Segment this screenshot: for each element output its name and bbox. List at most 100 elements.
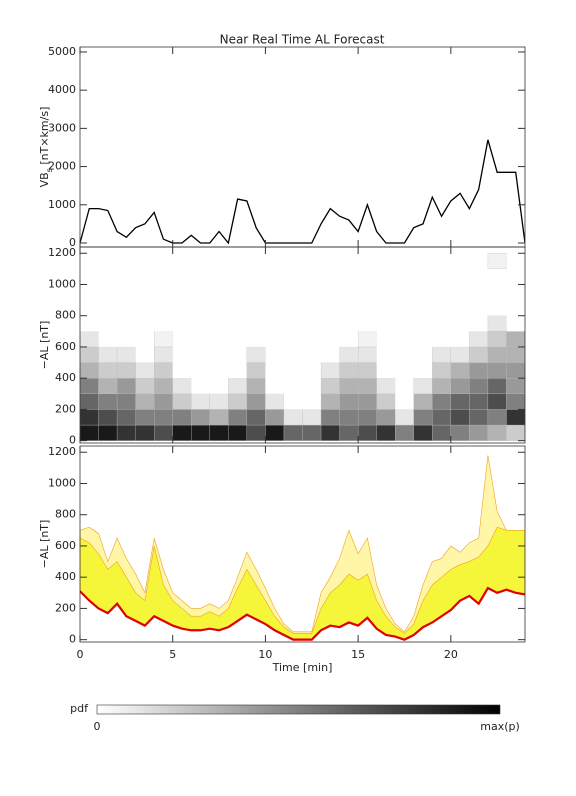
heat-cell <box>172 300 192 316</box>
heat-cell <box>228 300 247 316</box>
heat-cell <box>339 378 359 394</box>
heat-cell <box>376 346 396 363</box>
y-tick-label: 5000 <box>48 45 76 58</box>
heat-cell <box>246 331 266 347</box>
heat-cell <box>357 362 377 379</box>
colorbar-max: max(p) <box>480 720 520 733</box>
heat-cell <box>358 253 377 269</box>
heat-cell <box>228 346 247 363</box>
heat-cell <box>172 268 192 285</box>
heat-cell <box>246 409 266 426</box>
axes-frame <box>79 46 526 248</box>
heat-cell <box>376 315 396 332</box>
heat-cell <box>98 346 118 363</box>
heat-cell <box>376 393 396 410</box>
heat-cell <box>154 409 173 426</box>
median-line <box>80 586 525 641</box>
heat-cell <box>469 315 488 332</box>
y-tick-label: 1000 <box>48 476 76 489</box>
y-tick-label: 3000 <box>48 121 76 134</box>
heat-cell <box>117 331 136 347</box>
heat-cell <box>413 393 433 410</box>
heat-cell <box>154 362 173 379</box>
heat-cell <box>395 409 414 426</box>
heat-cell <box>376 284 396 301</box>
heat-cell <box>117 253 136 269</box>
heat-cell <box>376 300 396 316</box>
heat-cell <box>339 300 359 316</box>
heat-cell <box>413 300 433 316</box>
heat-cell <box>358 300 377 316</box>
heat-cell <box>135 284 155 301</box>
heat-cell <box>98 315 118 332</box>
heat-cell <box>246 378 266 394</box>
heat-cell <box>98 300 118 316</box>
heat-cell <box>302 253 322 269</box>
heat-cell <box>395 378 414 394</box>
heat-cell <box>116 362 136 379</box>
heat-cell <box>80 393 99 410</box>
heat-cell <box>154 331 173 348</box>
heat-cell <box>487 315 507 332</box>
heat-cell <box>413 346 433 363</box>
heat-cell <box>450 378 470 394</box>
heat-cell <box>209 315 229 332</box>
heat-cell <box>283 300 303 316</box>
heat-cell <box>135 268 155 285</box>
heat-cell <box>450 362 470 379</box>
heat-cell <box>135 346 155 363</box>
heat-cell <box>506 315 525 332</box>
heat-cell <box>172 331 192 347</box>
colorbar-label: pdf <box>70 702 89 715</box>
heat-cell <box>135 315 155 332</box>
heat-cell <box>432 409 451 426</box>
y-tick-label: 4000 <box>48 83 76 96</box>
heat-cell <box>98 393 118 410</box>
heat-cell <box>98 331 118 347</box>
heat-cell <box>246 284 266 301</box>
heat-cell <box>135 300 155 316</box>
y-axis-label: VBs [nT×km/s] <box>38 107 54 188</box>
y-tick-label: 800 <box>55 309 76 322</box>
heat-cell <box>339 315 359 332</box>
heat-cell <box>395 268 414 285</box>
heat-cell <box>413 268 433 285</box>
heat-cell <box>246 393 266 410</box>
y-tick-label: 600 <box>55 340 76 353</box>
heat-cell <box>172 362 192 379</box>
heat-cell <box>302 424 322 441</box>
heat-cell <box>487 253 507 270</box>
heat-cell <box>172 346 192 363</box>
heat-cell <box>265 284 284 301</box>
x-tick-label: 5 <box>169 648 176 661</box>
heat-cell <box>191 331 210 347</box>
heat-cell <box>191 362 210 379</box>
heat-cell <box>357 424 377 441</box>
heat-cell <box>135 409 155 426</box>
heat-cell <box>376 253 396 269</box>
label-part: [nT×km/s] <box>38 107 51 169</box>
heat-cell <box>487 424 507 441</box>
heat-cell <box>228 378 248 394</box>
heat-cell <box>209 253 229 269</box>
heat-cell <box>469 393 489 410</box>
heat-cell <box>320 362 340 379</box>
heat-cell <box>191 346 210 363</box>
heat-cell <box>246 362 266 379</box>
heat-cell <box>469 378 489 394</box>
heat-cell <box>116 393 136 410</box>
axes-frame <box>79 445 526 643</box>
heat-cell <box>80 284 99 301</box>
heat-cell <box>209 331 229 347</box>
heat-cell <box>265 362 284 379</box>
heat-cell <box>302 268 322 285</box>
heat-cell <box>80 378 99 394</box>
heat-cell <box>209 409 229 426</box>
heat-cell <box>506 378 525 394</box>
heat-cell <box>283 284 303 301</box>
heat-cell <box>265 331 284 347</box>
heat-cell <box>98 424 118 441</box>
y-tick-label: 200 <box>55 402 76 415</box>
colorbar <box>96 704 501 715</box>
heat-cell <box>98 362 118 379</box>
